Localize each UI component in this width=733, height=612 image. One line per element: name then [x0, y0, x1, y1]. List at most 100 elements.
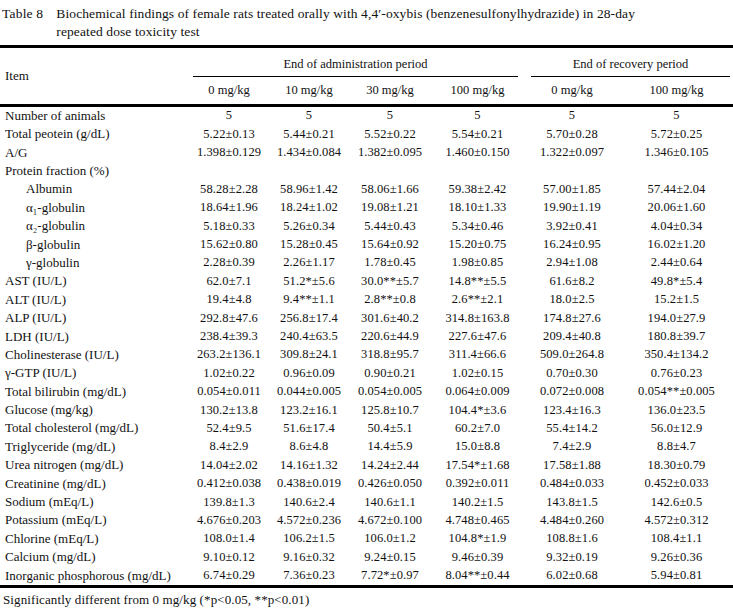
row-value: 240.4±63.5 — [269, 327, 349, 345]
row-value: 0.054**±0.005 — [620, 382, 733, 400]
row-value: 0.064±0.009 — [431, 382, 524, 400]
row-label: β-globulin — [0, 235, 189, 253]
row-value: 108.4±1.1 — [620, 530, 733, 548]
row-value: 1.398±0.129 — [189, 143, 269, 161]
row-value: 9.46±0.39 — [431, 548, 524, 566]
row-value: 318.8±95.7 — [349, 346, 431, 364]
row-value: 125.8±10.7 — [349, 401, 431, 419]
row-value: 0.484±0.033 — [524, 474, 620, 492]
table-row: Glucose (mg/kg)130.2±13.8123.2±16.1125.8… — [0, 401, 733, 419]
row-label: Number of animals — [0, 105, 189, 125]
row-value: 108.0±1.4 — [189, 530, 269, 548]
row-value: 0.054±0.011 — [189, 382, 269, 400]
row-value: 2.8**±0.8 — [349, 291, 431, 309]
table-row: γ-GTP (IU/L)1.02±0.220.96±0.090.90±0.211… — [0, 364, 733, 382]
row-value: 15.0±8.8 — [431, 438, 524, 456]
row-value: 5.26±0.34 — [269, 217, 349, 235]
row-value: 5.52±0.22 — [349, 125, 431, 143]
row-value: 8.04**±0.44 — [431, 566, 524, 586]
row-value: 5.34±0.46 — [431, 217, 524, 235]
row-value: 2.26±1.17 — [269, 254, 349, 272]
row-value: 1.78±0.45 — [349, 254, 431, 272]
row-value: 9.10±0.12 — [189, 548, 269, 566]
row-value: 15.20±0.75 — [431, 235, 524, 253]
row-value: 256.8±17.4 — [269, 309, 349, 327]
row-value: 56.0±12.9 — [620, 419, 733, 437]
table-row: Sodium (mEq/L)139.8±1.3140.6±2.4140.6±1.… — [0, 493, 733, 511]
row-value: 123.2±16.1 — [269, 401, 349, 419]
row-value: 15.64±0.92 — [349, 235, 431, 253]
row-value: 5.22±0.13 — [189, 125, 269, 143]
dose-header: 30 mg/kg — [349, 77, 431, 106]
row-value: 15.28±0.45 — [269, 235, 349, 253]
row-value: 130.2±13.8 — [189, 401, 269, 419]
row-value: 1.322±0.097 — [524, 143, 620, 161]
row-value: 60.2±7.0 — [431, 419, 524, 437]
row-value: 1.02±0.15 — [431, 364, 524, 382]
table-body: Number of animals555555Total peotein (g/… — [0, 105, 733, 586]
row-value: 123.4±16.3 — [524, 401, 620, 419]
table-row: α₁-globulin18.64±1.9618.24±1.0219.08±1.2… — [0, 199, 733, 217]
row-label: γ-globulin — [0, 254, 189, 272]
row-label: Sodium (mEq/L) — [0, 493, 189, 511]
dose-header: 0 mg/kg — [189, 77, 269, 106]
table-row: γ-globulin2.28±0.392.26±1.171.78±0.451.9… — [0, 254, 733, 272]
table-row: LDH (IU/L)238.4±39.3240.4±63.5220.6±44.9… — [0, 327, 733, 345]
table-row: AST (IU/L)62.0±7.151.2*±5.630.0**±5.714.… — [0, 272, 733, 290]
table-row: Number of animals555555 — [0, 105, 733, 125]
row-label: Albumin — [0, 180, 189, 198]
row-value: 3.92±0.41 — [524, 217, 620, 235]
row-label: Protein fraction (%) — [0, 162, 189, 180]
paper-table-page: Table 8 Biochemical findings of female r… — [0, 0, 733, 612]
biochemical-findings-table: Item End of administration period End of… — [0, 45, 733, 588]
row-value: 8.4±2.9 — [189, 438, 269, 456]
table-row: Urea nitrogen (mg/dL)14.04±2.0214.16±1.3… — [0, 456, 733, 474]
table-caption: Biochemical findings of female rats trea… — [56, 5, 635, 41]
row-value: 174.8±27.6 — [524, 309, 620, 327]
row-value: 4.672±0.100 — [349, 511, 431, 529]
item-column-header: Item — [0, 46, 189, 105]
row-label: Triglyceride (mg/dL) — [0, 438, 189, 456]
table-header: Item End of administration period End of… — [0, 46, 733, 105]
row-value: 15.62±0.80 — [189, 235, 269, 253]
row-value: 5.18±0.33 — [189, 217, 269, 235]
row-value: 180.8±39.7 — [620, 327, 733, 345]
row-value: 0.90±0.21 — [349, 364, 431, 382]
row-value: 5 — [431, 105, 524, 125]
row-label: A/G — [0, 143, 189, 161]
row-value: 30.0**±5.7 — [349, 272, 431, 290]
row-value: 0.054±0.005 — [349, 382, 431, 400]
row-value: 14.4±5.9 — [349, 438, 431, 456]
row-value: 4.04±0.34 — [620, 217, 733, 235]
row-value: 140.2±1.5 — [431, 493, 524, 511]
row-value: 143.8±1.5 — [524, 493, 620, 511]
row-value: 220.6±44.9 — [349, 327, 431, 345]
row-value: 14.24±2.44 — [349, 456, 431, 474]
row-value: 5.94±0.81 — [620, 566, 733, 586]
row-value: 16.02±1.20 — [620, 235, 733, 253]
row-label: γ-GTP (IU/L) — [0, 364, 189, 382]
row-value: 238.4±39.3 — [189, 327, 269, 345]
row-value: 18.64±1.96 — [189, 199, 269, 217]
row-value: 309.8±24.1 — [269, 346, 349, 364]
row-value: 8.6±4.8 — [269, 438, 349, 456]
row-value: 311.4±66.6 — [431, 346, 524, 364]
dose-header: 100 mg/kg — [431, 77, 524, 106]
row-value: 1.382±0.095 — [349, 143, 431, 161]
row-value: 62.0±7.1 — [189, 272, 269, 290]
table-row: A/G1.398±0.1291.434±0.0841.382±0.0951.46… — [0, 143, 733, 161]
row-value: 20.06±1.60 — [620, 199, 733, 217]
group-header-recovery-label: End of recovery period — [531, 57, 730, 77]
row-label: ALP (IU/L) — [0, 309, 189, 327]
row-value: 2.28±0.39 — [189, 254, 269, 272]
row-value: 0.452±0.033 — [620, 474, 733, 492]
row-value: 14.8**±5.5 — [431, 272, 524, 290]
row-value: 51.2*±5.6 — [269, 272, 349, 290]
row-value: 1.02±0.22 — [189, 364, 269, 382]
row-value: 18.0±2.5 — [524, 291, 620, 309]
row-value: 2.44±0.64 — [620, 254, 733, 272]
table-row: α₂-globulin5.18±0.335.26±0.345.44±0.435.… — [0, 217, 733, 235]
row-value: 50.4±5.1 — [349, 419, 431, 437]
row-value: 0.392±0.011 — [431, 474, 524, 492]
row-value: 2.94±1.08 — [524, 254, 620, 272]
